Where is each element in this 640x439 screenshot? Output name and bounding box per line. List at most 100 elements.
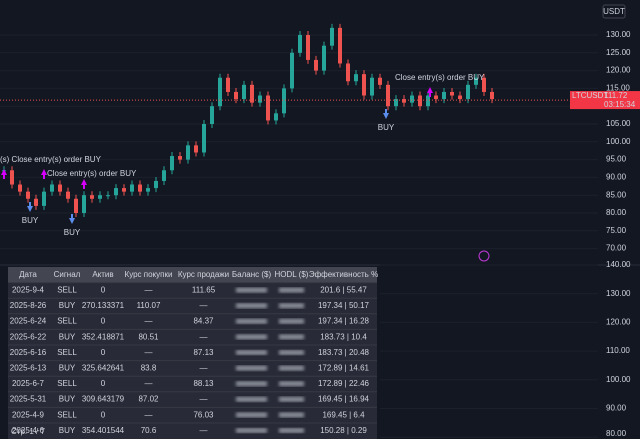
- table-cell: 2025-4-9: [12, 410, 45, 419]
- blurred-cell: [279, 318, 304, 324]
- table-cell: 183.73 | 10.4: [320, 332, 367, 341]
- column-header: Курс продажи: [178, 270, 229, 279]
- buy-marker: [27, 202, 33, 212]
- last-price: 111.72: [604, 91, 628, 100]
- y-tick-label: 100.00: [606, 375, 631, 384]
- candle: [346, 63, 350, 82]
- candle: [186, 145, 190, 160]
- candle: [410, 95, 414, 103]
- candle: [82, 195, 86, 213]
- candle: [458, 95, 462, 100]
- candle: [10, 170, 14, 185]
- table-cell: SELL: [57, 348, 77, 357]
- table-cell: 2025-6-22: [10, 332, 47, 341]
- table-cell: 197.34 | 50.17: [318, 301, 370, 310]
- table-cell: 183.73 | 20.48: [318, 348, 370, 357]
- y-tick-label: 120.00: [606, 66, 631, 75]
- table-cell: 172.89 | 14.61: [318, 364, 370, 373]
- candle: [418, 95, 422, 107]
- table-cell: 0: [101, 317, 106, 326]
- candle: [66, 191, 70, 199]
- buy-marker: [383, 109, 389, 119]
- blurred-cell: [279, 287, 304, 293]
- table-cell: —: [200, 426, 208, 435]
- candle: [58, 184, 62, 192]
- y-tick-label: 130.00: [606, 30, 631, 39]
- candle: [74, 198, 78, 213]
- blurred-cell: [236, 318, 267, 324]
- candle: [106, 195, 110, 197]
- candle: [226, 77, 230, 92]
- buy-label: BUY: [378, 123, 395, 132]
- table-cell: —: [145, 348, 153, 357]
- table-cell: 2025-5-31: [10, 395, 47, 404]
- candle: [290, 52, 294, 89]
- column-header: Курс покупки: [125, 270, 173, 279]
- candle: [178, 156, 182, 160]
- y-tick-label: 125.00: [606, 48, 631, 57]
- table-cell: SELL: [57, 379, 77, 388]
- candle: [402, 99, 406, 103]
- candle: [18, 184, 22, 192]
- column-header: Дата: [19, 270, 37, 279]
- table-cell: —: [145, 286, 153, 295]
- y-tick-label: 85.00: [606, 190, 627, 199]
- table-cell: 172.89 | 22.46: [318, 379, 370, 388]
- y-tick-label: 140.00: [606, 260, 631, 269]
- table-cell: 83.8: [141, 364, 157, 373]
- table-cell: 2025-4-6: [12, 426, 45, 435]
- candle: [170, 156, 174, 171]
- table-cell: 0: [101, 348, 106, 357]
- table-cell: 2025-6-13: [10, 364, 47, 373]
- candle: [122, 188, 126, 192]
- table-cell: 0: [101, 379, 106, 388]
- table-cell: 2025-6-24: [10, 317, 47, 326]
- table-cell: 88.13: [193, 379, 214, 388]
- candle: [426, 95, 430, 107]
- blurred-cell: [236, 396, 267, 402]
- candle: [442, 91, 446, 100]
- sell-marker: [81, 179, 87, 189]
- candle: [34, 198, 38, 206]
- y-tick-label: 95.00: [606, 155, 627, 164]
- currency: USDT: [603, 7, 625, 16]
- table-cell: —: [200, 364, 208, 373]
- blurred-cell: [279, 428, 304, 433]
- candle: [378, 77, 382, 85]
- table-cell: —: [200, 332, 208, 341]
- table-cell: —: [145, 410, 153, 419]
- candle: [386, 84, 390, 107]
- y-tick-label: 90.00: [606, 173, 627, 182]
- table-cell: 270.133371: [82, 301, 125, 310]
- table-cell: 76.03: [193, 410, 214, 419]
- table-cell: 309.643179: [82, 395, 125, 404]
- y-tick-label: 70.00: [606, 244, 627, 253]
- candle: [474, 77, 478, 85]
- candle: [50, 184, 54, 192]
- table-cell: 0: [101, 410, 106, 419]
- table-cell: SELL: [57, 286, 77, 295]
- column-header: HODL ($): [275, 270, 309, 279]
- y-tick-label: 80.00: [606, 429, 627, 438]
- annotation: Close entry(s) order BUY: [47, 169, 137, 178]
- candle: [202, 124, 206, 153]
- candle: [242, 84, 246, 100]
- candle: [250, 84, 254, 103]
- column-header: Актив: [92, 270, 113, 279]
- countdown: 03:15:34: [604, 100, 636, 109]
- table-header-bg: [8, 267, 377, 283]
- candle: [434, 95, 438, 100]
- table-cell: BUY: [59, 364, 76, 373]
- annotation: Close entry(s) order BUY: [395, 73, 485, 82]
- table-cell: 150.28 | 0.29: [320, 426, 367, 435]
- table-cell: BUY: [59, 426, 76, 435]
- column-header: Эффективность %: [309, 270, 378, 279]
- currency-box[interactable]: [602, 4, 626, 19]
- indicator-icon[interactable]: [478, 250, 490, 262]
- table-cell: 352.418871: [82, 332, 125, 341]
- table-cell: —: [145, 379, 153, 388]
- column-header: Сигнал: [54, 270, 81, 279]
- blurred-cell: [236, 350, 267, 355]
- y-tick-label: 105.00: [606, 119, 631, 128]
